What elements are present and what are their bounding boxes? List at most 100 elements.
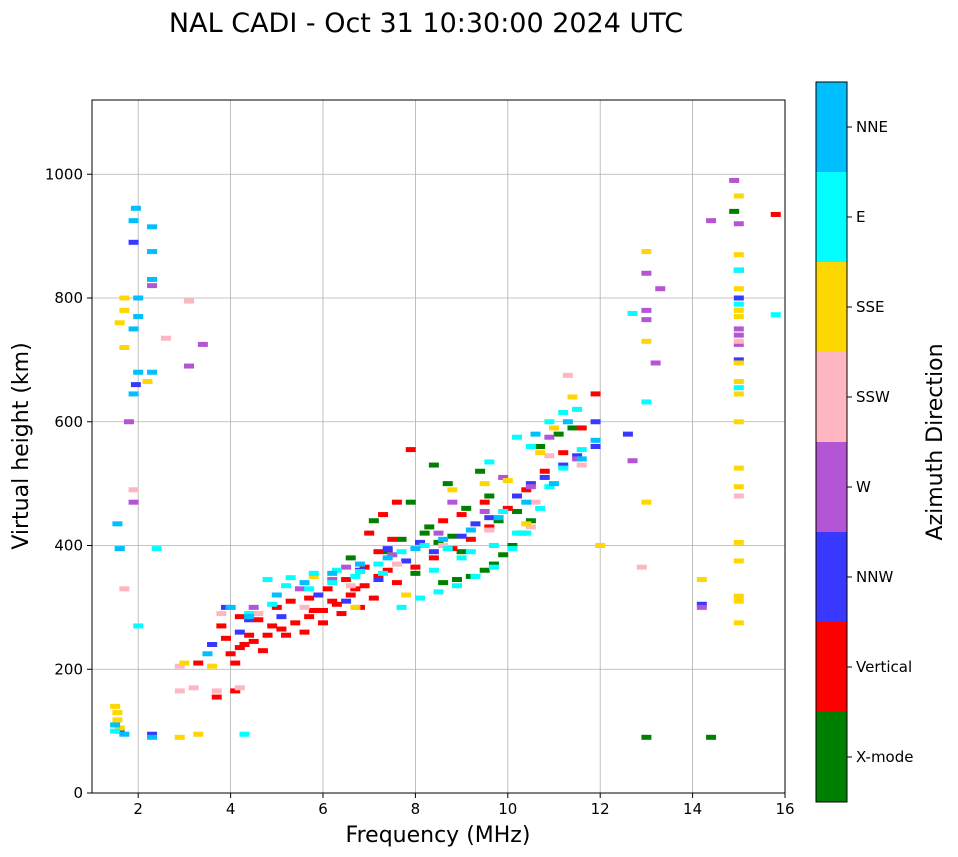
data-point-x-mode [405,499,416,505]
data-point-e [419,543,430,548]
data-point-vertical [262,632,273,638]
data-point-e [558,465,569,471]
data-point-w [733,221,744,227]
data-point-sse [733,593,744,599]
data-point-sse [595,543,606,548]
colorbar-swatch [816,172,847,262]
data-point-nnw [341,598,352,604]
data-point-vertical [373,573,384,579]
data-point-nnw [234,629,245,635]
data-point-nnw [401,558,412,564]
data-point-sse [733,558,744,564]
colorbar-tick-label: W [856,478,871,496]
data-point-e [535,505,546,511]
colorbar-tick-label: NNE [856,118,888,136]
data-point-nne [114,546,125,552]
data-point-e [488,564,499,570]
data-point-ssw [160,335,171,341]
data-point-w [197,341,208,347]
data-point-nne [327,570,338,576]
data-point-sse [733,286,744,292]
x-tick-label: 14 [683,800,702,818]
data-point-sse [733,193,744,199]
data-point-sse [733,360,744,366]
data-point-nnw [147,731,158,737]
data-point-w [447,499,458,505]
data-point-e [308,570,319,576]
data-point-x-mode [368,518,379,524]
data-point-e [572,406,583,412]
data-point-x-mode [488,561,499,567]
data-point-vertical [558,450,569,456]
data-point-e [456,555,467,561]
data-point-x-mode [507,543,518,548]
data-point-nne [147,369,158,375]
data-point-sse [733,314,744,320]
data-point-w [498,474,509,480]
data-point-sse [401,592,412,598]
data-point-w [655,286,666,292]
data-point-ssw [636,564,647,570]
data-point-sse [207,663,218,669]
data-point-ssw [234,685,245,691]
data-point-e [733,301,744,307]
data-point-sse [733,598,744,604]
data-point-e [770,312,781,318]
data-point-vertical [368,595,379,601]
data-point-ssw [174,663,185,669]
data-point-e [558,409,569,415]
colorbar-tick-label: SSE [856,298,885,316]
data-point-w [627,458,638,464]
data-point-x-mode [345,555,356,561]
data-point-vertical [230,688,241,694]
data-point-ssw [525,524,536,530]
colorbar-swatch [816,712,847,802]
data-point-nnw [733,357,744,363]
data-point-vertical [318,607,328,613]
data-point-sse [119,307,130,313]
data-point-ssw [484,527,495,533]
data-point-nnw [130,382,141,388]
data-point-nne [110,722,121,728]
data-point-x-mode [442,481,453,487]
colorbar: X-mode Vertical NNW W SSW SSE E NNE [816,82,913,802]
data-point-e [133,623,144,629]
data-point-e [576,447,587,453]
data-point-nnw [733,295,744,301]
data-point-vertical [253,617,264,623]
data-point-ssw [174,688,185,694]
data-point-e [733,267,744,273]
data-point-nne [299,580,310,586]
colorbar-swatch [816,352,847,442]
data-point-e [373,561,384,567]
data-point-sse [119,295,130,301]
data-point-ssw [733,493,744,499]
data-point-vertical [484,524,495,530]
data-point-w [729,177,740,183]
data-point-sse [641,338,652,344]
data-point-e [396,549,407,555]
data-point-nne [128,218,139,224]
data-point-w [641,307,652,313]
data-point-x-mode [410,570,421,576]
x-tick-label: 16 [775,800,794,818]
data-point-vertical [438,518,449,524]
data-point-nne [147,224,158,230]
data-point-x-mode [567,425,578,431]
data-point-vertical [304,614,315,620]
data-point-sse [733,539,744,545]
data-point-x-mode [729,208,740,214]
data-point-sse [733,252,744,258]
data-point-vertical [230,660,241,666]
data-point-nne [128,391,139,397]
data-point-ssw [391,561,402,567]
data-point-e [451,583,462,589]
data-point-x-mode [525,518,536,524]
data-point-w [294,586,305,592]
data-point-nne [493,515,504,521]
y-tick-label: 0 [73,784,83,802]
data-point-e [151,546,162,552]
data-point-vertical [304,595,315,601]
data-point-vertical [193,660,204,666]
data-point-sse [174,734,185,740]
